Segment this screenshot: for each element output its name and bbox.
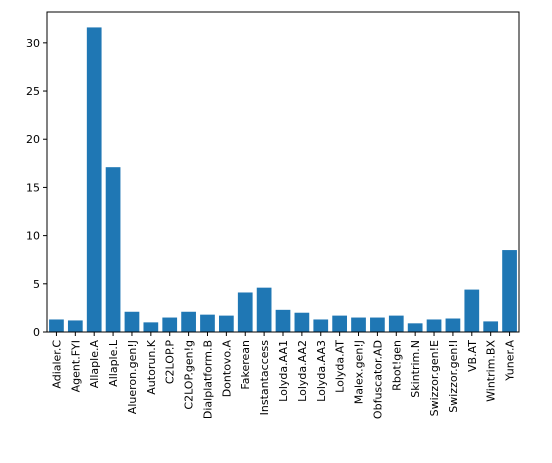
x-tick-label: Yuner.A [504,340,517,382]
bar [181,311,196,332]
bar [237,292,253,332]
bar [67,320,83,332]
y-axis: 0 5 10 15 20 25 30 [26,37,47,339]
x-tick-label: Lolyda.AA1 [277,340,290,402]
x-tick-label: Adialer.C [50,340,63,389]
x-tick-label: Skintrim.N [409,340,422,398]
x-tick-label: Malex.gen!J [353,340,366,404]
bar [388,315,404,332]
bar [464,289,480,332]
x-tick-label: Obfuscator.AD [371,340,384,419]
bar [332,315,348,332]
x-tick-label: Swizzor.gen!E [428,340,441,416]
x-tick-label: Autorun.K [145,339,158,395]
y-tick-label: 10 [26,230,40,243]
bar [370,317,385,332]
bar [105,167,121,332]
x-tick-label: Wintrim.BX [485,340,498,402]
y-tick-label: 30 [26,37,40,50]
x-tick-label: Dialplatform.B [201,340,214,419]
y-tick-label: 25 [26,85,40,98]
bar [294,312,310,332]
bars-group [49,27,517,332]
y-tick-label: 0 [33,326,40,339]
bar [275,309,291,332]
bar [445,318,461,332]
x-tick-label: Swizzor.gen!I [447,340,460,413]
x-tick-label: C2LOP.gen!g [183,340,196,410]
bar [200,314,215,332]
x-tick-label: C2LOP.P [164,340,177,384]
bar [124,311,140,332]
bar [143,322,159,332]
x-tick-label: Lolyda.AT [334,340,347,393]
x-tick-label: VB.AT [466,340,479,372]
x-tick-label: Allaple.A [88,340,101,389]
x-tick-label: Lolyda.AA2 [296,340,309,402]
x-tick-label: Alueron.gen!J [126,340,139,414]
bar [502,250,517,332]
bar [426,319,442,332]
bar [49,319,64,332]
bar [351,317,366,332]
bar [218,315,234,332]
plot-frame [46,11,520,333]
bar [483,321,499,332]
y-tick-label: 20 [26,133,40,146]
x-tick-label: Dontovo.A [220,340,233,398]
bar [313,319,329,332]
bar [256,287,272,332]
x-tick-label: Allaple.L [107,339,120,387]
bar [162,317,178,332]
x-tick-label: Instantaccess [258,340,271,416]
y-tick-label: 5 [33,278,40,291]
bar [86,27,102,332]
x-tick-label: Fakerean [239,340,252,390]
x-tick-label: Rbot!gen [390,340,403,391]
x-tick-label: Lolyda.AA3 [315,340,328,402]
y-tick-label: 15 [26,181,40,194]
x-axis: Adialer.C Agent.FYI Allaple.A Allaple.L Alue… [50,332,517,419]
bar [407,323,423,332]
x-tick-label: Agent.FYI [69,340,82,392]
